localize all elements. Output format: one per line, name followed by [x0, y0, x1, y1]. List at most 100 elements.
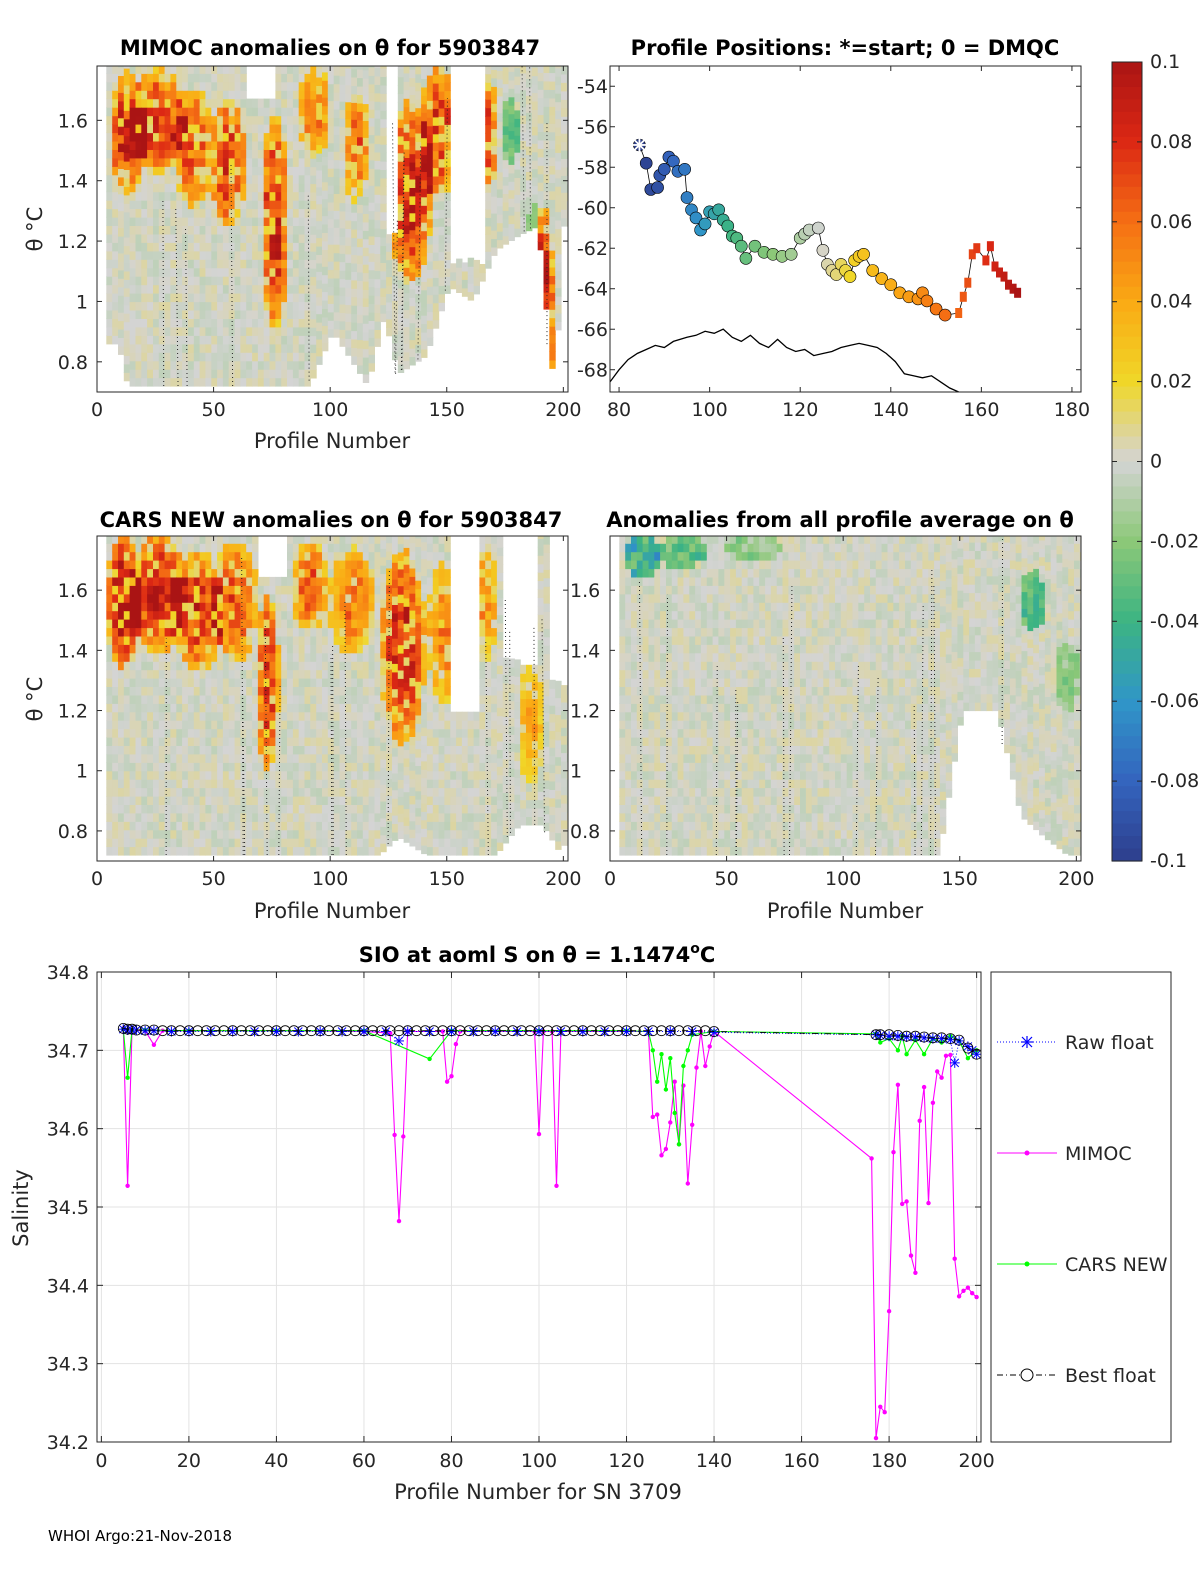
heatmap-cell [467, 787, 475, 797]
heatmap-cell [222, 560, 230, 570]
heatmap-cell [141, 242, 148, 252]
heatmap-cell [252, 602, 259, 612]
heatmap-cell [380, 262, 387, 272]
heatmap-cell [281, 157, 288, 167]
heatmap-cell [555, 295, 562, 305]
heatmap-cell [211, 576, 218, 586]
heatmap-cell [170, 216, 177, 226]
heatmap-cell [386, 719, 393, 729]
heatmap-cell [164, 694, 171, 704]
heatmap-cell [199, 610, 206, 620]
heatmap-cell [392, 587, 399, 597]
heatmap-cell [158, 98, 166, 108]
heatmap-cell [222, 132, 230, 142]
heatmap-cell [193, 132, 201, 142]
heatmap-cell [112, 568, 119, 578]
heatmap-cell [368, 610, 375, 620]
heatmap-cell [246, 770, 253, 780]
heatmap-cell [514, 109, 521, 119]
heatmap-cell [368, 303, 375, 313]
heatmap-cell [123, 652, 131, 662]
heatmap-cell [473, 720, 480, 730]
heatmap-cell [310, 251, 317, 261]
heatmap-cell [380, 573, 387, 583]
heatmap-cell [176, 686, 183, 696]
heatmap-cell [135, 352, 142, 362]
heatmap-cell [351, 313, 358, 323]
heatmap-cell [327, 269, 335, 279]
heatmap-cell [158, 838, 166, 848]
heatmap-cell [444, 191, 451, 201]
heatmap-cell [252, 301, 259, 311]
heatmap-cell [147, 309, 154, 319]
heatmap-cell [135, 779, 142, 789]
heatmap-cell [496, 205, 504, 215]
heatmap-cell [409, 356, 416, 366]
heatmap-cell [217, 183, 224, 193]
heatmap-cell [351, 610, 358, 620]
heatmap-cell [362, 543, 370, 553]
heatmap-cell [182, 644, 189, 654]
heatmap-cell [473, 846, 480, 856]
heatmap-cell [409, 314, 416, 324]
heatmap-cell [275, 107, 282, 117]
heatmap-cell [281, 635, 288, 645]
heatmap-cell [287, 762, 294, 772]
heatmap-cell [374, 67, 381, 77]
heatmap-cell [339, 812, 346, 822]
heatmap-cell [176, 174, 183, 184]
heatmap-cell [275, 81, 282, 91]
heatmap-cell [263, 132, 271, 142]
heatmap-cell [403, 233, 410, 243]
heatmap-cell [135, 812, 142, 822]
heatmap-cell [281, 284, 288, 294]
heatmap-cell [426, 543, 434, 553]
heatmap-cell [316, 753, 323, 763]
heatmap-cell [374, 118, 381, 128]
heatmap-cell [327, 551, 335, 561]
heatmap-cell [205, 73, 212, 83]
heatmap-cell [176, 610, 183, 620]
x-tick-label: 80 [607, 399, 631, 421]
heatmap-cell [479, 652, 486, 662]
heatmap-cell [269, 124, 276, 134]
heatmap-cell [421, 600, 428, 610]
heatmap-cell [549, 266, 556, 276]
heatmap-cell [164, 242, 171, 252]
heatmap-cell [240, 568, 247, 578]
heatmap-cell [496, 146, 504, 156]
heatmap-cell [392, 266, 399, 276]
heatmap-cell [368, 278, 375, 288]
heatmap-cell [147, 107, 154, 117]
heatmap-cell [374, 593, 381, 603]
heatmap-cell [246, 829, 253, 839]
heatmap-cell [322, 551, 329, 561]
heatmap-cell [333, 812, 341, 822]
heatmap-cell [118, 669, 125, 679]
heatmap-cell [397, 669, 405, 679]
heatmap-cell [368, 295, 375, 305]
heatmap-cell [327, 125, 335, 135]
heatmap-cell [450, 720, 457, 730]
heatmap-cell [187, 259, 195, 269]
heatmap-cell [322, 635, 329, 645]
heatmap-cell [374, 694, 381, 704]
x-tick-label: 150 [429, 399, 465, 421]
heatmap-cell [112, 762, 119, 772]
heatmap-cell [252, 652, 259, 662]
heatmap-cell [322, 333, 329, 343]
heatmap-cell [392, 545, 399, 555]
heatmap-cell [240, 745, 247, 755]
heatmap-cell [129, 652, 136, 662]
heatmap-cell [397, 577, 405, 587]
heatmap-cell [397, 135, 405, 145]
heatmap-cell [362, 779, 370, 789]
heatmap-cell [426, 787, 434, 797]
heatmap-cell [199, 360, 206, 370]
heatmap-cell [129, 174, 136, 184]
x-tick-label: 200 [545, 399, 581, 421]
heatmap-cell [205, 694, 212, 704]
heatmap-cell [444, 686, 451, 696]
heatmap-cell [310, 124, 317, 134]
heatmap-cell [240, 81, 247, 91]
